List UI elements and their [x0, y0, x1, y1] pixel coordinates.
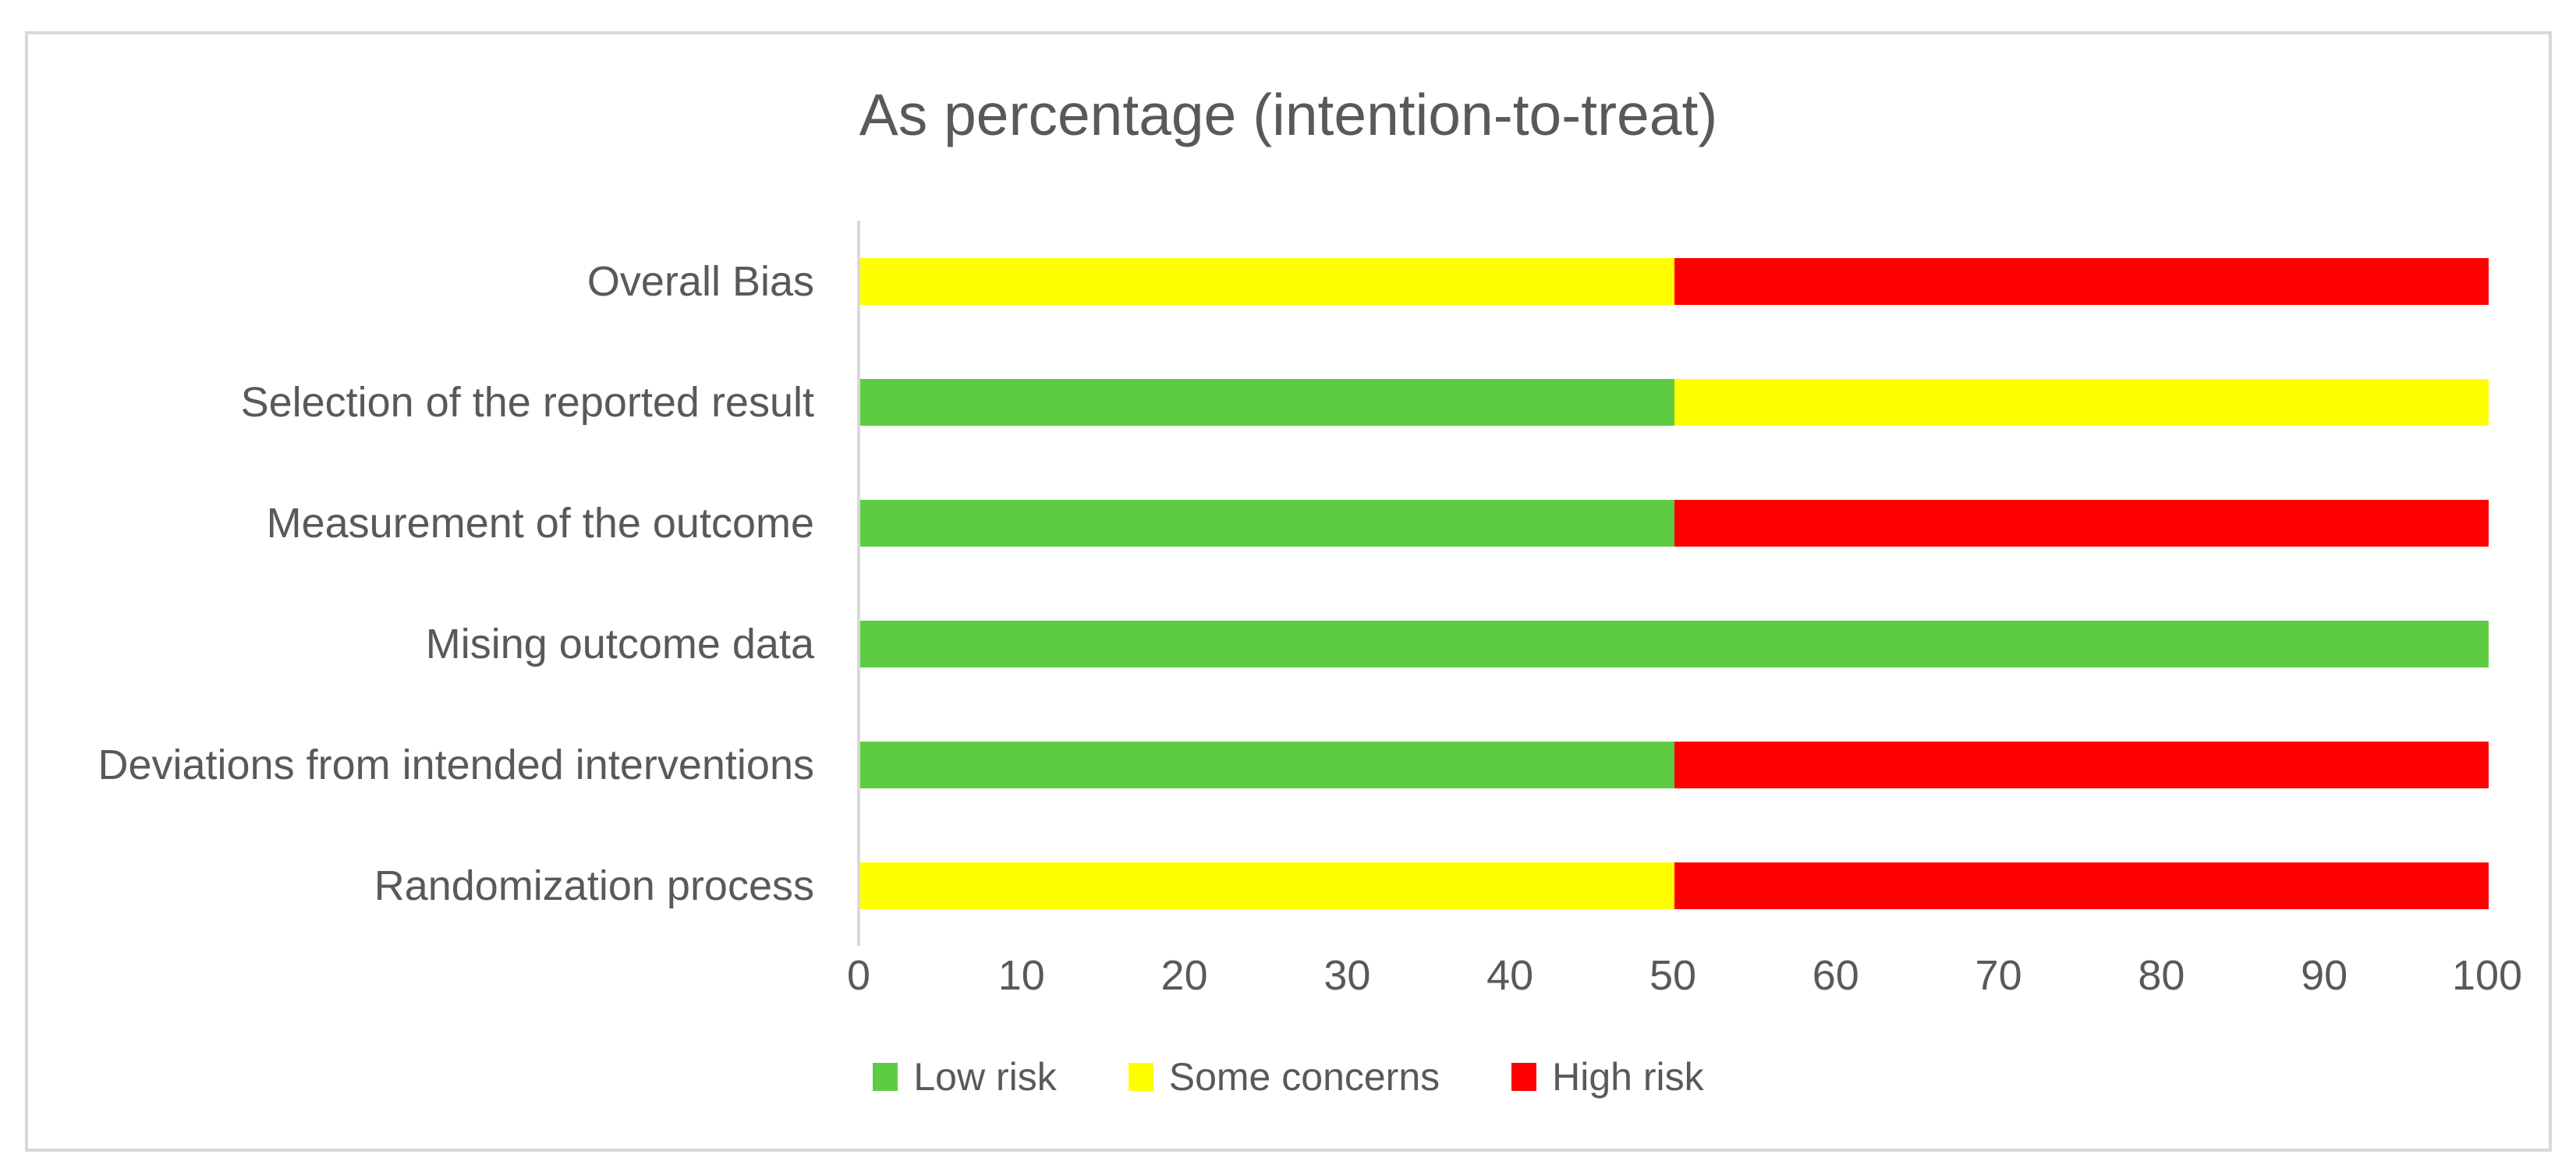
x-tick-label: 50 — [1649, 952, 1697, 999]
bar-segment-high-risk — [1674, 499, 2489, 547]
category-label: Overall Bias — [586, 257, 814, 305]
x-tick-label: 40 — [1486, 952, 1534, 999]
bar-segment-high-risk — [1674, 741, 2489, 788]
x-tick-label: 30 — [1323, 952, 1371, 999]
category-label: Deviations from intended interventions — [97, 741, 814, 788]
chart-title: As percentage (intention-to-treat) — [859, 82, 1718, 147]
legend-item-high-risk: High risk — [1511, 1054, 1704, 1099]
category-label: Measurement of the outcome — [266, 499, 814, 547]
bar-segment-high-risk — [1674, 862, 2489, 909]
bar-rows: Overall Bias Selection of the reported re… — [28, 221, 2549, 946]
legend-label: High risk — [1552, 1055, 1704, 1099]
chart-row: Selection of the reported result — [28, 342, 2549, 462]
bar-track — [860, 257, 2489, 305]
legend-item-some-concerns: Some concerns — [1128, 1054, 1440, 1099]
bar-segment-low-risk — [860, 741, 1674, 788]
bar-track — [860, 499, 2489, 547]
x-tick-label: 20 — [1160, 952, 1208, 999]
legend: Low risk Some concerns High risk — [28, 1054, 2549, 1099]
chart-row: Overall Bias — [28, 221, 2549, 342]
bar-segment-some-concerns — [860, 257, 1674, 305]
bar-track — [860, 620, 2489, 667]
x-tick-label: 70 — [1975, 952, 2022, 999]
bar-track — [860, 741, 2489, 788]
x-tick-label: 90 — [2301, 952, 2348, 999]
bar-track — [860, 378, 2489, 426]
bar-segment-some-concerns — [1674, 378, 2489, 426]
legend-swatch-icon — [1511, 1063, 1537, 1091]
legend-swatch-icon — [873, 1063, 898, 1091]
chart-row: Deviations from intended interventions — [28, 704, 2549, 825]
x-tick-label: 10 — [997, 952, 1045, 999]
category-label: Randomization process — [374, 862, 814, 909]
bar-segment-low-risk — [860, 499, 1674, 547]
bar-track — [860, 862, 2489, 909]
x-tick-label: 100 — [2451, 952, 2523, 999]
bar-segment-low-risk — [860, 620, 2489, 667]
bar-segment-high-risk — [1674, 257, 2489, 305]
legend-swatch-icon — [1128, 1063, 1153, 1091]
legend-label: Low risk — [913, 1055, 1057, 1099]
bar-segment-low-risk — [860, 378, 1674, 426]
chart-row: Measurement of the outcome — [28, 462, 2549, 583]
chart-row: Mising outcome data — [28, 583, 2549, 704]
chart-row: Randomization process — [28, 825, 2549, 946]
x-tick-label: 60 — [1812, 952, 1859, 999]
x-tick-label: 0 — [846, 952, 871, 999]
category-label: Selection of the reported result — [240, 378, 814, 426]
x-tick-label: 80 — [2138, 952, 2185, 999]
legend-item-low-risk: Low risk — [873, 1054, 1057, 1099]
y-axis-line — [857, 221, 860, 946]
legend-label: Some concerns — [1168, 1055, 1440, 1099]
chart-card: As percentage (intention-to-treat) Overa… — [25, 31, 2552, 1152]
x-axis-tick-labels: 0 10 20 30 40 50 60 70 80 90 100 — [847, 952, 2522, 1007]
category-label: Mising outcome data — [425, 620, 814, 667]
bar-segment-some-concerns — [860, 862, 1674, 909]
